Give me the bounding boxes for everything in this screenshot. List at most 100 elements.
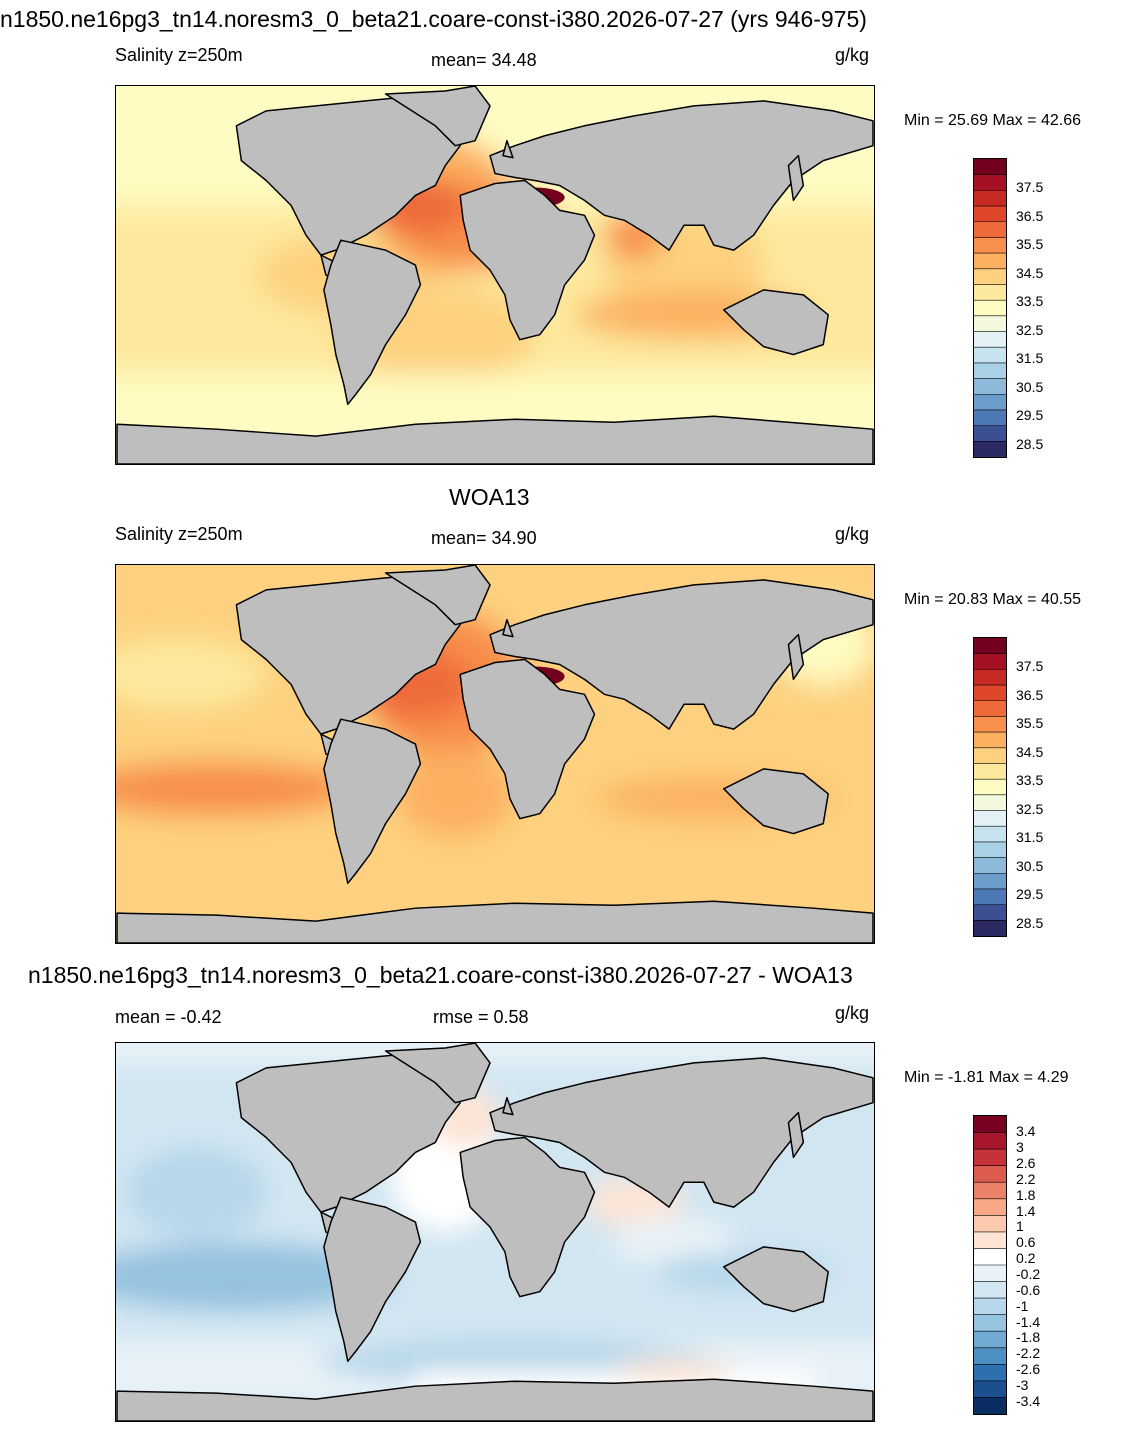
colorbar-swatch bbox=[974, 700, 1006, 717]
colorbar-swatch bbox=[974, 1397, 1006, 1414]
tick-label: -1.8 bbox=[1016, 1329, 1041, 1345]
tick-label: 35.5 bbox=[1016, 236, 1044, 252]
panel-obs-units: g/kg bbox=[835, 524, 870, 544]
tick-label: 1 bbox=[1016, 1218, 1024, 1234]
tick-label: 37.5 bbox=[1016, 179, 1044, 195]
colorbar-swatch bbox=[974, 653, 1006, 670]
colorbar-swatch bbox=[974, 378, 1006, 395]
panel-obs-mean-label: mean= 34.90 bbox=[431, 528, 537, 548]
colorbar-swatch bbox=[974, 347, 1006, 364]
colorbar-swatch bbox=[974, 425, 1006, 442]
colorbar-swatch bbox=[974, 284, 1006, 301]
colorbar-swatch bbox=[974, 1298, 1006, 1316]
panel-obs-colorbar bbox=[973, 637, 1007, 937]
colorbar-swatch bbox=[974, 779, 1006, 796]
tick-label: 30.5 bbox=[1016, 858, 1044, 874]
colorbar-swatch bbox=[974, 1347, 1006, 1365]
tick-label: -3.4 bbox=[1016, 1393, 1041, 1409]
colorbar-swatch bbox=[974, 1265, 1006, 1283]
tick-label: 29.5 bbox=[1016, 886, 1044, 902]
colorbar-swatch bbox=[974, 268, 1006, 285]
tick-label: 30.5 bbox=[1016, 379, 1044, 395]
tick-label: 1.8 bbox=[1016, 1187, 1036, 1203]
tick-label: 32.5 bbox=[1016, 322, 1044, 338]
tick-label: 2.6 bbox=[1016, 1155, 1036, 1171]
tick-label: -1 bbox=[1016, 1298, 1029, 1314]
colorbar-swatch bbox=[974, 1182, 1006, 1200]
colorbar-swatch bbox=[974, 685, 1006, 702]
land-masses bbox=[116, 86, 874, 464]
panel-model-variable-label: Salinity z=250m bbox=[115, 45, 243, 65]
colorbar-swatch bbox=[974, 920, 1006, 936]
colorbar-swatch bbox=[974, 221, 1006, 238]
colorbar-swatch bbox=[974, 1215, 1006, 1233]
panel-model-minmax: Min = 25.69 Max = 42.66 bbox=[904, 112, 1081, 129]
panel-diff-minmax: Min = -1.81 Max = 4.29 bbox=[904, 1069, 1069, 1086]
panel-diff-units: g/kg bbox=[835, 1003, 870, 1023]
tick-label: 34.5 bbox=[1016, 744, 1044, 760]
tick-label: 28.5 bbox=[1016, 436, 1044, 452]
colorbar-swatch bbox=[974, 638, 1006, 655]
colorbar-swatch bbox=[974, 1331, 1006, 1349]
colorbar-swatch bbox=[974, 159, 1006, 176]
colorbar-swatch bbox=[974, 1149, 1006, 1167]
colorbar-swatch bbox=[974, 1132, 1006, 1150]
colorbar-swatch bbox=[974, 1116, 1006, 1134]
colorbar-swatch bbox=[974, 300, 1006, 317]
colorbar-swatch bbox=[974, 409, 1006, 427]
land-masses bbox=[116, 1043, 874, 1421]
tick-label: 37.5 bbox=[1016, 658, 1044, 674]
tick-label: 31.5 bbox=[1016, 350, 1044, 366]
panel-model-mean-label: mean= 34.48 bbox=[431, 50, 537, 70]
colorbar-swatch bbox=[974, 331, 1006, 348]
land-masses bbox=[116, 565, 874, 943]
colorbar-swatch bbox=[974, 394, 1006, 411]
colorbar-swatch bbox=[974, 1281, 1006, 1299]
colorbar-swatch bbox=[974, 237, 1006, 254]
colorbar-swatch bbox=[974, 1231, 1006, 1249]
tick-label: -1.4 bbox=[1016, 1314, 1041, 1330]
tick-label: -2.2 bbox=[1016, 1345, 1041, 1361]
panel-diff-rmse-label: rmse = 0.58 bbox=[433, 1007, 529, 1027]
tick-label: -0.6 bbox=[1016, 1282, 1041, 1298]
colorbar-swatch bbox=[974, 857, 1006, 874]
tick-label: -3 bbox=[1016, 1377, 1029, 1393]
colorbar-swatch bbox=[974, 1248, 1006, 1266]
tick-label: 1.4 bbox=[1016, 1203, 1036, 1219]
tick-label: 29.5 bbox=[1016, 407, 1044, 423]
panel-obs-title: WOA13 bbox=[449, 484, 530, 510]
panel-diff-title: n1850.ne16pg3_tn14.noresm3_0_beta21.coar… bbox=[28, 962, 853, 988]
tick-label: 36.5 bbox=[1016, 687, 1044, 703]
colorbar-swatch bbox=[974, 810, 1006, 827]
colorbar-swatch bbox=[974, 732, 1006, 749]
colorbar-swatch bbox=[974, 441, 1006, 457]
tick-label: 33.5 bbox=[1016, 293, 1044, 309]
tick-label: -2.6 bbox=[1016, 1361, 1041, 1377]
colorbar-swatch bbox=[974, 206, 1006, 223]
colorbar-swatch bbox=[974, 1165, 1006, 1183]
colorbar-swatch bbox=[974, 669, 1006, 686]
tick-label: 2.2 bbox=[1016, 1171, 1036, 1187]
panel-obs-minmax: Min = 20.83 Max = 40.55 bbox=[904, 591, 1081, 608]
tick-label: 3.4 bbox=[1016, 1123, 1036, 1139]
tick-label: 33.5 bbox=[1016, 772, 1044, 788]
panel-model-map bbox=[115, 85, 875, 465]
tick-label: 3 bbox=[1016, 1139, 1024, 1155]
colorbar-swatch bbox=[974, 190, 1006, 207]
tick-label: 32.5 bbox=[1016, 801, 1044, 817]
tick-label: 28.5 bbox=[1016, 915, 1044, 931]
panel-model-units: g/kg bbox=[835, 45, 870, 65]
panel-model-colorbar bbox=[973, 158, 1007, 458]
colorbar-swatch bbox=[974, 253, 1006, 270]
panel-diff-colorbar bbox=[973, 1115, 1007, 1415]
colorbar-swatch bbox=[974, 763, 1006, 780]
colorbar-swatch bbox=[974, 794, 1006, 812]
colorbar-swatch bbox=[974, 1380, 1006, 1398]
colorbar-swatch bbox=[974, 1314, 1006, 1332]
panel-diff-mean-label: mean = -0.42 bbox=[115, 1007, 222, 1027]
panel-model-title: n1850.ne16pg3_tn14.noresm3_0_beta21.coar… bbox=[0, 6, 867, 32]
colorbar-swatch bbox=[974, 841, 1006, 859]
colorbar-swatch bbox=[974, 315, 1006, 333]
tick-label: 35.5 bbox=[1016, 715, 1044, 731]
panel-diff-map bbox=[115, 1042, 875, 1422]
